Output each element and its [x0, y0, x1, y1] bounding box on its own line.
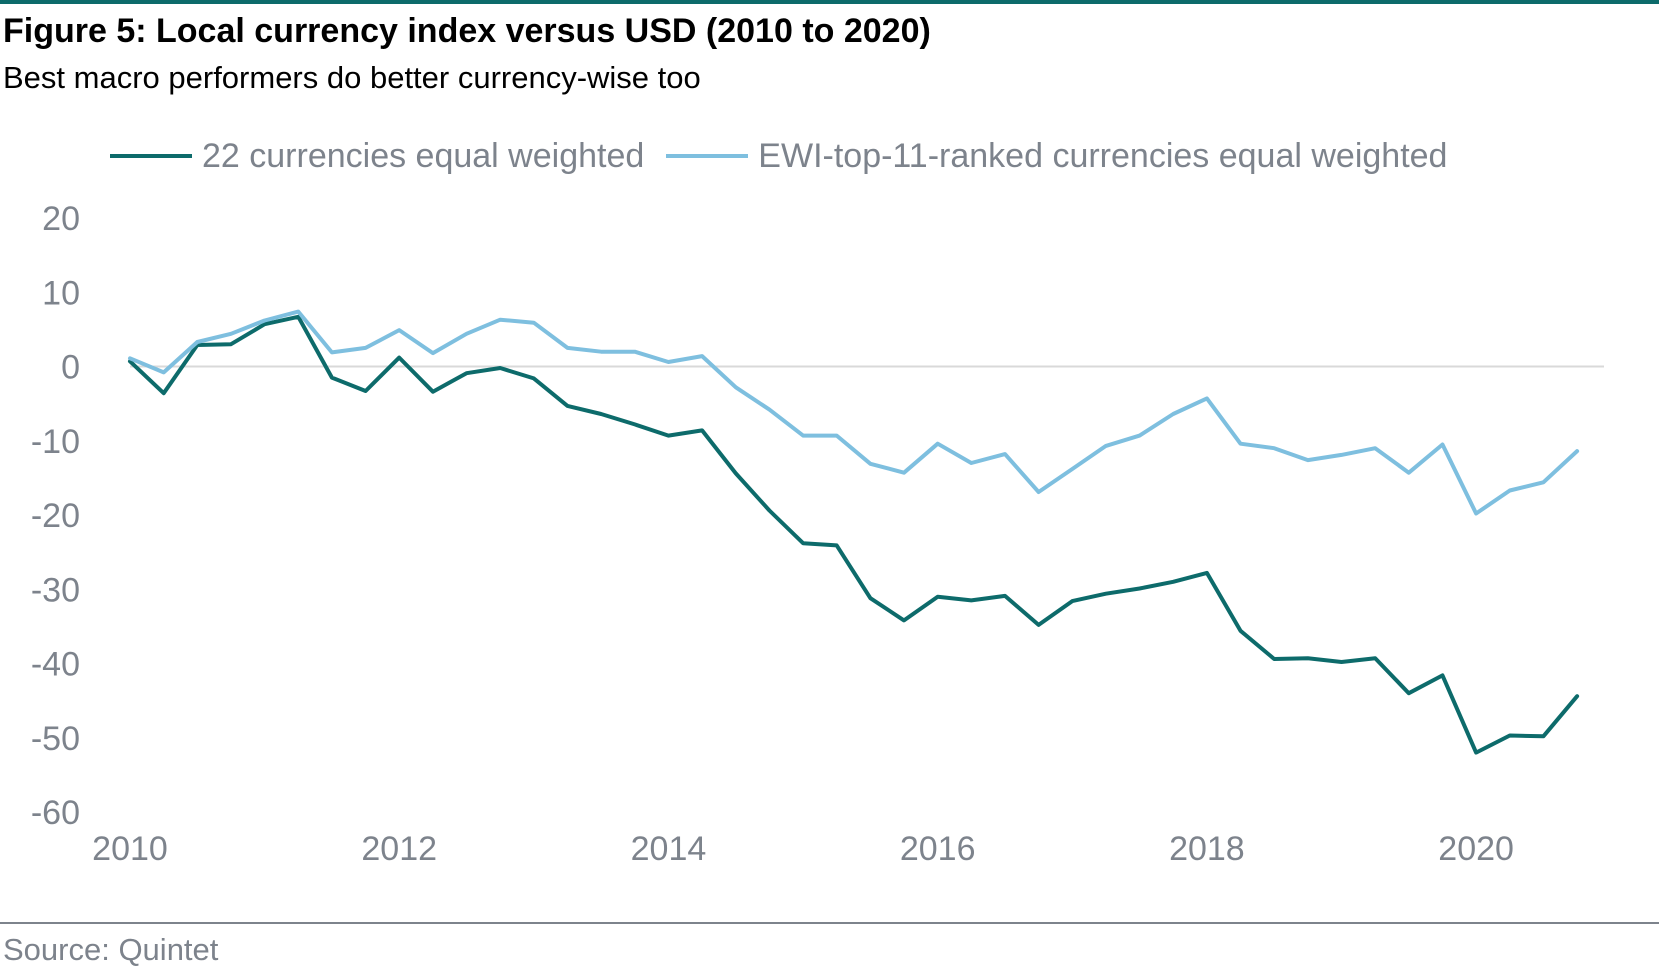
x-tick-label: 2018 — [1169, 830, 1245, 868]
legend-item-ewi-top-11: EWI-top-11-ranked currencies equal weigh… — [666, 137, 1447, 176]
x-tick-label: 2016 — [900, 830, 976, 868]
y-tick-label: 10 — [42, 274, 80, 312]
y-tick-label: -10 — [31, 423, 80, 461]
legend-swatch-ewi-top-11 — [666, 154, 749, 158]
x-tick-label: 2014 — [631, 830, 707, 868]
figure-title: Figure 5: Local currency index versus US… — [3, 12, 931, 50]
x-tick-label: 2010 — [92, 830, 168, 868]
x-tick-label: 2012 — [361, 830, 437, 868]
bottom-rule — [0, 922, 1659, 924]
y-tick-label: -40 — [31, 646, 80, 684]
chart-legend: 22 currencies equal weighted EWI-top-11-… — [110, 134, 1469, 178]
y-tick-label: 20 — [42, 200, 80, 238]
source-note: Source: Quintet — [3, 932, 219, 967]
legend-item-22-currencies: 22 currencies equal weighted — [110, 137, 644, 176]
legend-label-ewi-top-11: EWI-top-11-ranked currencies equal weigh… — [758, 136, 1448, 175]
x-tick-label: 2020 — [1438, 830, 1514, 868]
y-tick-label: 0 — [61, 349, 80, 387]
legend-label-22-currencies: 22 currencies equal weighted — [202, 136, 645, 175]
top-rule — [0, 0, 1659, 4]
y-tick-label: -60 — [31, 794, 80, 832]
legend-swatch-22-currencies — [110, 154, 192, 158]
series-line-ewi-top-11 — [128, 309, 1580, 516]
series-line-22-currencies — [128, 314, 1580, 755]
figure-subtitle: Best macro performers do better currency… — [3, 60, 701, 95]
y-tick-label: -50 — [31, 720, 80, 758]
y-tick-label: -30 — [31, 571, 80, 609]
y-tick-label: -20 — [31, 497, 80, 535]
